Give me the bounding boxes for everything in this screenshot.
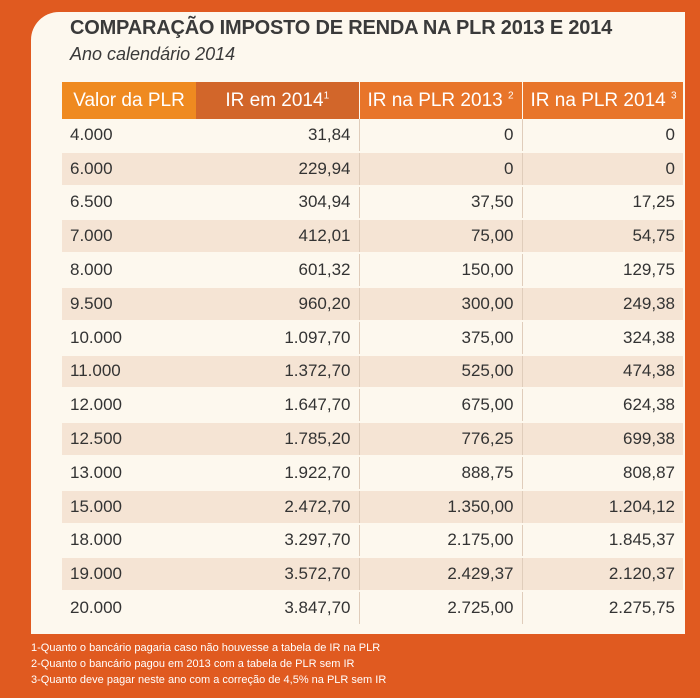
footnote-marker: 1	[323, 90, 330, 102]
table-row: 9.500 960,20 300,00 249,38	[62, 286, 683, 322]
comparison-table: Valor da PLR IR em 20141 IR na PLR 2013 …	[62, 82, 683, 626]
header-ir-plr-2014: IR na PLR 2014 3	[521, 82, 683, 119]
table-cell: 6.500	[62, 185, 196, 221]
table-cell: 624,38	[522, 388, 683, 424]
header-label: Valor da PLR	[73, 89, 185, 111]
footnotes: 1-Quanto o bancário pagaria caso não hou…	[31, 640, 386, 688]
table-cell: 324,38	[522, 320, 683, 356]
footnote-marker: 2	[507, 90, 514, 102]
table-row: 15.000 2.472,70 1.350,00 1.204,12	[62, 489, 683, 525]
table-cell: 888,75	[359, 455, 523, 491]
table-cell: 10.000	[62, 320, 196, 356]
table-body: 4.000 31,84 0 0 6.000 229,94 0 0 6.500 304,94 37,5…	[62, 119, 683, 626]
table-cell: 20.000	[62, 591, 196, 626]
table-row: 11.000 1.372,70 525,00 474,38	[62, 354, 683, 390]
table-cell: 7.000	[62, 219, 196, 255]
table-cell: 19.000	[62, 557, 196, 593]
table-cell: 300,00	[359, 286, 523, 322]
table-cell: 229,94	[196, 151, 360, 187]
table-cell: 1.785,20	[196, 422, 360, 457]
table-cell: 18.000	[62, 523, 196, 559]
table-cell: 15.000	[62, 489, 196, 525]
table-cell: 675,00	[359, 388, 523, 424]
table-cell: 3.572,70	[196, 557, 360, 593]
table-cell: 808,87	[522, 455, 683, 491]
table-cell: 2.725,00	[359, 591, 523, 626]
table-cell: 2.429,37	[359, 557, 523, 593]
table-cell: 3.847,70	[196, 591, 360, 626]
table-cell: 0	[359, 151, 523, 187]
table-row: 20.000 3.847,70 2.725,00 2.275,75	[62, 591, 683, 626]
table-cell: 2.120,37	[522, 557, 683, 593]
table-row: 13.000 1.922,70 888,75 808,87	[62, 455, 683, 491]
header-ir-plr-2013: IR na PLR 2013 2	[358, 82, 522, 119]
table-row: 6.000 229,94 0 0	[62, 151, 683, 187]
table-cell: 13.000	[62, 455, 196, 491]
table-cell: 2.275,75	[522, 591, 683, 626]
table-cell: 75,00	[359, 219, 523, 255]
table-cell: 1.647,70	[196, 388, 360, 424]
table-cell: 1.350,00	[359, 489, 523, 525]
table-row: 12.000 1.647,70 675,00 624,38	[62, 388, 683, 424]
table-cell: 9.500	[62, 286, 196, 322]
table-cell: 12.500	[62, 422, 196, 457]
table-cell: 699,38	[522, 422, 683, 457]
table-cell: 1.922,70	[196, 455, 360, 491]
header-valor-plr: Valor da PLR	[62, 82, 196, 119]
table-cell: 31,84	[196, 119, 360, 153]
table-cell: 17,25	[522, 185, 683, 221]
table-cell: 0	[359, 119, 523, 153]
table-row: 19.000 3.572,70 2.429,37 2.120,37	[62, 557, 683, 593]
table-cell: 1.097,70	[196, 320, 360, 356]
table-row: 12.500 1.785,20 776,25 699,38	[62, 422, 683, 457]
page-title: COMPARAÇÃO IMPOSTO DE RENDA NA PLR 2013 …	[70, 17, 613, 39]
table-row: 18.000 3.297,70 2.175,00 1.845,37	[62, 523, 683, 559]
footnote-marker: 3	[670, 90, 677, 102]
table-cell: 304,94	[196, 185, 360, 221]
table-cell: 37,50	[359, 185, 523, 221]
footnote-2: 2-Quanto o bancário pagou em 2013 com a …	[31, 658, 355, 670]
table-cell: 4.000	[62, 119, 196, 153]
header-label: IR em 2014	[225, 89, 324, 111]
table-cell: 960,20	[196, 286, 360, 322]
table-cell: 601,32	[196, 253, 360, 288]
header-ir-2014: IR em 20141	[196, 82, 359, 119]
table-card: COMPARAÇÃO IMPOSTO DE RENDA NA PLR 2013 …	[31, 12, 685, 634]
table-cell: 12.000	[62, 388, 196, 424]
table-header-row: Valor da PLR IR em 20141 IR na PLR 2013 …	[62, 82, 683, 119]
table-cell: 129,75	[522, 253, 683, 288]
header-label: IR na PLR 2014	[530, 89, 666, 111]
table-row: 7.000 412,01 75,00 54,75	[62, 219, 683, 255]
table-row: 8.000 601,32 150,00 129,75	[62, 253, 683, 288]
table-cell: 474,38	[522, 354, 683, 390]
table-cell: 776,25	[359, 422, 523, 457]
table-cell: 525,00	[359, 354, 523, 390]
table-cell: 11.000	[62, 354, 196, 390]
table-cell: 1.204,12	[522, 489, 683, 525]
table-cell: 0	[522, 119, 683, 153]
table-row: 6.500 304,94 37,50 17,25	[62, 185, 683, 221]
table-cell: 54,75	[522, 219, 683, 255]
table-cell: 2.472,70	[196, 489, 360, 525]
header-label: IR na PLR 2013	[367, 89, 503, 111]
footnote-3: 3-Quanto deve pagar neste ano com a corr…	[31, 674, 387, 686]
table-cell: 1.845,37	[522, 523, 683, 559]
table-cell: 3.297,70	[196, 523, 360, 559]
table-cell: 375,00	[359, 320, 523, 356]
table-cell: 412,01	[196, 219, 360, 255]
table-cell: 2.175,00	[359, 523, 523, 559]
table-cell: 6.000	[62, 151, 196, 187]
table-cell: 8.000	[62, 253, 196, 288]
table-cell: 1.372,70	[196, 354, 360, 390]
table-row: 4.000 31,84 0 0	[62, 119, 683, 153]
page-subtitle: Ano calendário 2014	[70, 44, 236, 64]
table-cell: 0	[522, 151, 683, 187]
footnote-1: 1-Quanto o bancário pagaria caso não hou…	[31, 642, 381, 654]
table-cell: 249,38	[522, 286, 683, 322]
table-cell: 150,00	[359, 253, 523, 288]
table-row: 10.000 1.097,70 375,00 324,38	[62, 320, 683, 356]
